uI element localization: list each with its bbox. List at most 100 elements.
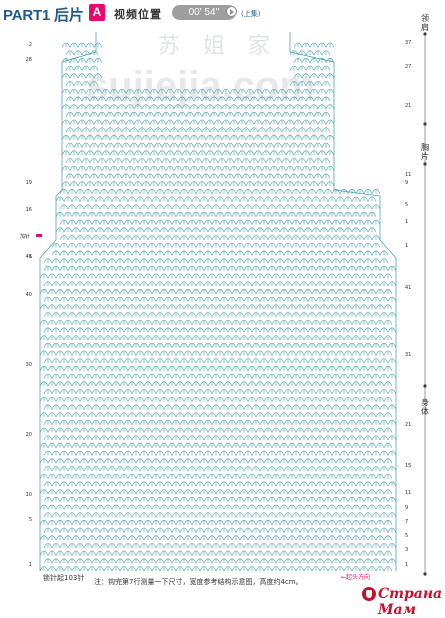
stitch-row	[43, 481, 397, 487]
left-row-number: 1	[29, 562, 32, 568]
stitch-row	[39, 473, 393, 479]
right-row-number: 11	[405, 172, 411, 178]
stitch-row	[61, 42, 335, 48]
right-row-number: 21	[405, 103, 411, 109]
stitch-row	[59, 188, 381, 194]
stitch-row	[43, 435, 397, 441]
guide-marker	[423, 572, 427, 576]
stitch-row	[61, 58, 335, 63]
stitch-row	[39, 566, 393, 572]
stitch-row	[43, 512, 397, 518]
stitch-row	[61, 135, 335, 140]
stitch-row	[43, 389, 397, 395]
stitch-row	[61, 150, 335, 156]
right-row-number: 21	[405, 422, 411, 428]
stitch-row	[43, 419, 397, 425]
stitch-row	[39, 489, 393, 495]
stitch-row	[39, 289, 393, 294]
stitch-row	[51, 242, 381, 248]
row-start-label: ←起头方向	[341, 574, 371, 581]
right-row-number: 7	[405, 519, 408, 525]
right-row-number: 15	[405, 463, 411, 469]
stitch-row	[39, 550, 393, 556]
left-row-number: 40	[26, 292, 32, 298]
stitch-row	[39, 427, 393, 433]
shape-outline	[39, 32, 397, 571]
stitch-row	[43, 450, 397, 456]
stitch-row	[59, 204, 381, 210]
stitch-row	[39, 381, 393, 387]
right-row-number: 31	[405, 352, 411, 358]
stitch-row	[61, 181, 335, 187]
stitch-row	[39, 396, 393, 402]
stitch-row	[65, 158, 331, 164]
increase-marker	[36, 234, 42, 237]
stitch-row	[55, 212, 377, 217]
stitch-row	[43, 265, 397, 271]
stitch-row	[43, 342, 397, 348]
stitch-row	[55, 196, 377, 202]
stitch-row	[59, 219, 381, 225]
stitch-row	[43, 558, 397, 564]
stitch-row	[43, 358, 397, 364]
header: PART1 后片 A 视频位置 00' 54'' (上集)	[0, 0, 445, 26]
stitch-row	[43, 312, 397, 318]
left-row-number: 2	[29, 42, 32, 48]
stitch-row	[39, 350, 393, 356]
stitch-row	[55, 227, 377, 233]
stitch-row	[39, 335, 393, 341]
left-row-number: 28	[26, 57, 32, 63]
stitch-row	[43, 543, 397, 549]
stitch-row	[43, 404, 397, 410]
stitch-row	[65, 111, 331, 117]
stitch-row	[61, 104, 335, 110]
stitch-row	[65, 142, 331, 148]
stitch-row	[39, 504, 393, 510]
stitch-row	[43, 281, 397, 287]
stitch-row	[39, 366, 393, 371]
left-row-number: 20	[26, 432, 32, 438]
increase-marker-label: 加针	[20, 233, 30, 240]
logo-mark-icon	[362, 587, 376, 601]
side-label-chest: 胸片	[421, 143, 429, 161]
stitch-row	[61, 119, 335, 125]
right-row-number: 1	[405, 219, 408, 225]
right-row-number: 5	[405, 202, 408, 208]
stitch-row	[39, 458, 393, 464]
stitch-row	[39, 273, 393, 279]
video-timestamp[interactable]: 00' 54''	[172, 5, 236, 20]
pattern-note: 注：钩完第7行测量一下尺寸，宽度参考结构示意图，高度约4cm。	[94, 578, 303, 586]
stitch-row	[39, 319, 393, 325]
left-row-number: 30	[26, 362, 32, 368]
part-badge: A	[89, 4, 105, 21]
start-chain-label: 锁针起103针	[43, 574, 85, 582]
right-row-number: 9	[405, 505, 408, 511]
side-label-body: 身体	[421, 398, 429, 416]
guide-marker	[423, 384, 427, 388]
stitch-row	[43, 296, 397, 302]
stitch-row	[39, 443, 393, 448]
guide-marker	[423, 32, 427, 36]
stitch-row	[39, 520, 393, 525]
right-row-number: 37	[405, 40, 411, 46]
stitch-row	[65, 50, 331, 56]
left-row-number: 46	[26, 254, 32, 260]
stitch-row	[65, 96, 331, 102]
stitch-row	[61, 88, 335, 94]
play-icon[interactable]	[226, 6, 237, 17]
left-row-number: 16	[26, 207, 32, 213]
guide-marker	[423, 122, 427, 126]
stitch-row	[61, 73, 335, 79]
right-row-number: 41	[405, 285, 411, 291]
watermark-english: sujiejia.com	[86, 64, 315, 108]
stitch-row	[65, 65, 331, 71]
video-part-label: (上集)	[241, 10, 261, 18]
stitch-row	[65, 127, 331, 133]
stitch-row	[39, 304, 393, 310]
stitch-row	[43, 527, 397, 533]
stitch-row	[65, 173, 331, 179]
stitch-row	[59, 235, 381, 241]
watermark-chinese: 苏 姐 家	[158, 34, 278, 59]
right-row-number: 1	[405, 243, 408, 249]
left-row-number: 19	[26, 180, 32, 186]
